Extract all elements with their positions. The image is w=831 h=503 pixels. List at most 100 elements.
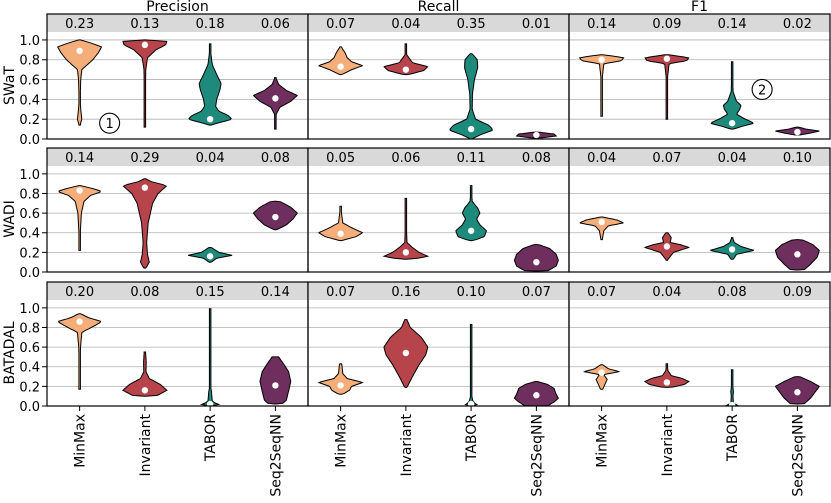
median-point (467, 227, 475, 234)
violin-invariant (122, 39, 168, 128)
y-tick-label: 0.4 (19, 93, 40, 108)
panel-header-band (569, 14, 830, 32)
violin-invariant (643, 363, 690, 388)
violin-tabor (724, 369, 740, 407)
median-point (272, 95, 279, 102)
y-tick-label: 0.2 (19, 246, 40, 261)
median-point (206, 253, 214, 260)
median-point (663, 243, 671, 250)
std-label: 0.07 (522, 285, 551, 300)
std-label: 0.10 (457, 285, 486, 300)
median-point (337, 63, 344, 70)
std-label: 0.20 (65, 285, 94, 300)
violin-minmax (57, 313, 102, 390)
std-label: 0.29 (130, 151, 159, 166)
y-tick-label: 0.2 (19, 113, 40, 128)
violin-minmax (58, 185, 101, 251)
median-point (598, 218, 605, 226)
y-tick-label: 0.8 (19, 54, 40, 69)
median-point (402, 249, 410, 256)
violin-minmax (317, 363, 364, 395)
x-tick-label-tabor: TABOR (464, 414, 480, 462)
x-tick-label-seq2seqnn: Seq2SeqNN (529, 414, 545, 497)
panel-frame (568, 147, 831, 273)
std-label: 0.04 (652, 285, 681, 300)
panel-header-band (47, 282, 308, 300)
x-tick-label-tabor: TABOR (203, 414, 219, 462)
median-point (467, 125, 475, 133)
std-label: 0.08 (522, 151, 551, 166)
y-tick-label: 0.6 (19, 74, 40, 89)
std-label: 0.23 (65, 17, 94, 32)
violin-minmax (578, 54, 625, 117)
std-label: 0.04 (196, 151, 225, 166)
y-tick-label: 1.0 (19, 168, 40, 183)
panel-wadi-recall: 0.05 0.06 0.11 0.08 (307, 147, 570, 273)
panel-swat-f1: 0.14 0.09 0.14 0.02 (568, 13, 831, 140)
median-point (206, 115, 214, 123)
median-point (794, 251, 801, 258)
std-label: 0.18 (196, 17, 225, 32)
panel-header-band (569, 282, 830, 300)
std-label: 0.06 (261, 17, 290, 32)
std-label: 0.02 (783, 17, 812, 32)
std-label: 0.04 (391, 17, 420, 32)
y-tick-label: 0.2 (19, 380, 40, 395)
std-label: 0.14 (261, 285, 290, 300)
median-point (533, 392, 540, 399)
std-label: 0.09 (783, 285, 812, 300)
violin-invariant (644, 54, 690, 120)
violin-minmax (56, 39, 103, 126)
median-point (533, 258, 540, 266)
y-tick-label: 0.4 (19, 227, 40, 242)
median-point (533, 131, 540, 139)
x-tick-label-seq2seqnn: Seq2SeqNN (268, 414, 284, 497)
panel-swat-recall: 0.07 0.04 0.35 0.01 (307, 13, 570, 140)
y-tick-label: 0.8 (19, 187, 40, 202)
std-label: 0.13 (130, 17, 159, 32)
panel-header-band (47, 14, 308, 32)
median-point (141, 184, 149, 191)
std-label: 0.01 (522, 17, 551, 32)
median-point (402, 66, 410, 73)
x-tick-label-minmax: MinMax (334, 414, 350, 468)
violin-minmax (318, 46, 364, 76)
median-point (337, 230, 344, 237)
annotation-marker: 2 (751, 78, 773, 101)
violin-tabor (449, 53, 493, 140)
panel-batadal-f1: 0.07 0.04 0.08 0.09 (568, 281, 831, 409)
std-label: 0.08 (718, 285, 747, 300)
column-title-recall: Recall (418, 0, 460, 15)
std-label: 0.07 (326, 17, 355, 32)
y-tick-label: 0.0 (19, 266, 40, 281)
y-tick-label: 0.8 (19, 321, 40, 336)
x-tick-label-tabor: TABOR (725, 414, 741, 462)
median-point (272, 382, 279, 389)
x-tick-label-minmax: MinMax (595, 414, 611, 468)
std-label: 0.08 (261, 151, 290, 166)
panel-header-band (308, 282, 569, 300)
median-point (141, 41, 149, 49)
y-tick-label: 0.0 (19, 400, 40, 415)
panel-header-band (308, 148, 569, 166)
std-label: 0.08 (130, 285, 159, 300)
annotation-marker: 1 (99, 112, 121, 134)
median-point (598, 56, 605, 63)
y-tick-label: 1.0 (19, 302, 40, 317)
column-title-precision: Precision (146, 0, 208, 15)
median-point (272, 213, 279, 221)
median-point (76, 47, 83, 55)
panel-wadi-f1: 0.04 0.07 0.04 0.10 (568, 147, 831, 273)
std-label: 0.05 (326, 151, 355, 166)
row-label-batadal: BATADAL (2, 321, 18, 384)
violin-seq2seqnn (259, 356, 292, 405)
row-label-wadi: WADI (2, 200, 18, 238)
panel-swat-precision: 0.23 0.13 0.18 0.06 (46, 13, 309, 140)
std-label: 0.04 (718, 151, 747, 166)
violin-tabor (710, 61, 754, 130)
panel-frame (568, 281, 831, 407)
x-tick-label-invariant: Invariant (138, 413, 154, 476)
x-tick-label-minmax: MinMax (73, 414, 89, 468)
median-point (337, 382, 344, 389)
violin-minmax (318, 205, 364, 242)
